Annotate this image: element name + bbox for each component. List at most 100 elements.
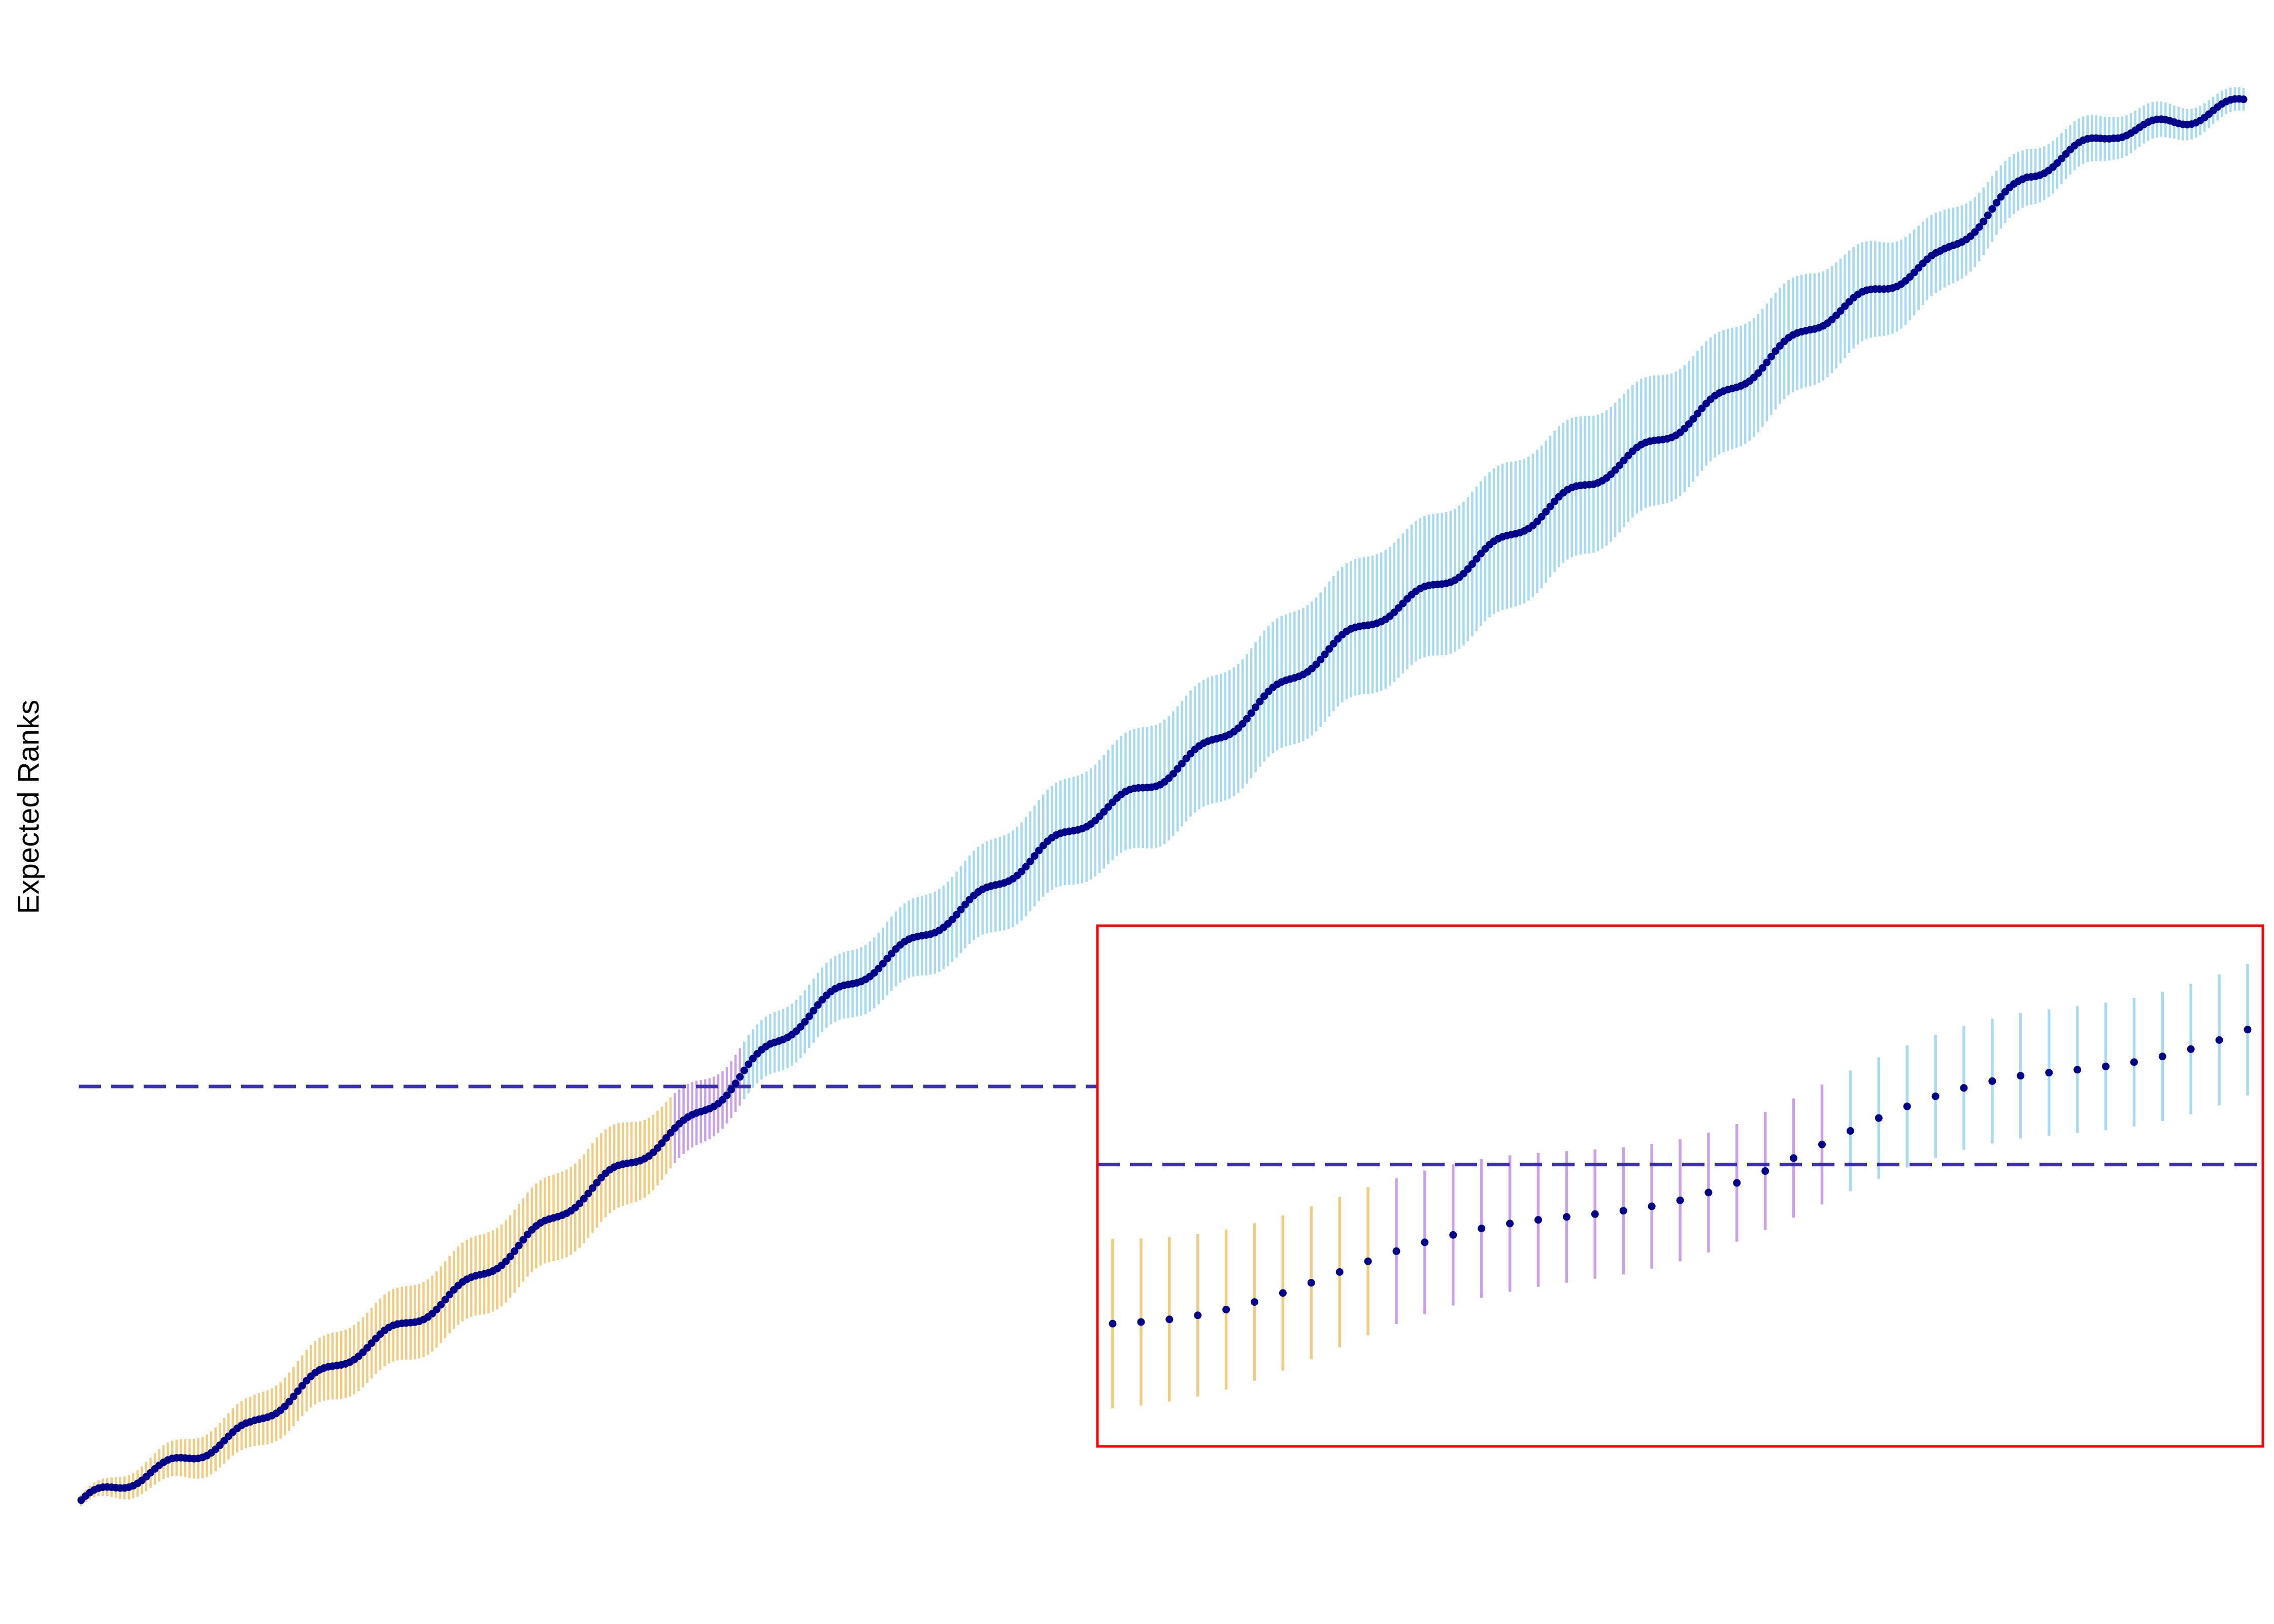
inset-rank-point (1676, 1196, 1684, 1204)
rank-point (1325, 645, 1333, 653)
rank-point (1975, 223, 1983, 231)
rank-point (1698, 404, 1706, 413)
rank-point (1321, 650, 1329, 658)
rank-point (1256, 697, 1264, 705)
rank-point (727, 1086, 735, 1094)
rank-point (1174, 765, 1182, 773)
inset-rank-point (1534, 1216, 1542, 1224)
rank-point (731, 1079, 740, 1088)
inset-rank-point (1931, 1092, 1939, 1100)
zoom-inset (1096, 924, 2264, 1448)
rank-point (1243, 715, 1251, 723)
rank-point (814, 1001, 822, 1009)
inset-rank-point (1790, 1154, 1798, 1162)
rank-point (1473, 555, 1481, 563)
inset-rank-point (1478, 1225, 1486, 1233)
rank-point (1317, 656, 1325, 664)
inset-rank-point (2017, 1072, 2025, 1080)
rank-point (1997, 193, 2005, 201)
rank-point (1693, 410, 1701, 418)
rank-point (511, 1247, 519, 1255)
inset-rank-point (1818, 1140, 1826, 1148)
rank-point (883, 955, 891, 963)
inset-rank-point (2158, 1053, 2166, 1061)
inset-rank-point (1421, 1238, 1429, 1246)
inset-rank-point (1733, 1179, 1741, 1187)
rank-point (796, 1023, 805, 1031)
inset-rank-point (1648, 1202, 1656, 1210)
rank-point (519, 1236, 527, 1244)
rank-point (736, 1073, 744, 1081)
rank-point (749, 1055, 757, 1063)
rank-point (1169, 770, 1177, 778)
rank-point (805, 1012, 813, 1021)
rank-point (1971, 228, 1979, 236)
main-points (77, 95, 2248, 1504)
rank-point (745, 1060, 753, 1068)
rank-point (723, 1091, 731, 1099)
rank-point (1035, 847, 1043, 855)
rank-point (515, 1241, 523, 1249)
rank-point (1178, 760, 1186, 768)
rank-point (1685, 420, 1693, 428)
rank-point (1984, 211, 1992, 219)
rank-point (580, 1195, 588, 1203)
inset-rank-point (2215, 1036, 2223, 1044)
rank-point (879, 960, 887, 968)
rank-point (298, 1382, 306, 1390)
rank-point (1542, 507, 1550, 516)
rank-point (1754, 369, 1762, 377)
inset-rank-point (2244, 1026, 2252, 1034)
rank-point (810, 1006, 818, 1014)
inset-rank-point (1109, 1319, 1117, 1328)
inset-rank-point (1903, 1102, 1911, 1110)
rank-point (1980, 217, 1988, 225)
rank-point (1546, 502, 1554, 511)
inset-rank-point (1335, 1268, 1344, 1276)
rank-point (1689, 415, 1697, 423)
inset-rank-point (2045, 1069, 2053, 1077)
rank-point (653, 1144, 661, 1152)
inset-rank-point (1875, 1114, 1883, 1122)
main-interval-bars (80, 87, 2245, 1506)
inset-rank-point (1392, 1247, 1400, 1255)
rank-point (2239, 95, 2248, 104)
rank-point (1239, 720, 1247, 728)
rank-point (1771, 347, 1780, 355)
inset-rank-point (1562, 1213, 1570, 1221)
rank-point (1763, 358, 1771, 366)
inset-rank-point (1137, 1318, 1145, 1326)
inset-border (1096, 924, 2264, 1448)
rank-point (658, 1139, 666, 1147)
rank-point (437, 1301, 445, 1309)
rank-point (740, 1066, 748, 1074)
inset-rank-point (1251, 1298, 1258, 1306)
rank-point (1022, 863, 1030, 871)
rank-point (662, 1134, 671, 1142)
rank-point (294, 1387, 302, 1395)
rank-point (801, 1018, 809, 1026)
rank-point (1252, 703, 1260, 712)
rank-point (588, 1184, 596, 1192)
inset-rank-point (1307, 1279, 1315, 1287)
rank-point (289, 1393, 297, 1401)
rank-point (952, 910, 960, 919)
rank-point (1026, 857, 1034, 865)
rank-point (441, 1296, 449, 1304)
rank-point (593, 1178, 601, 1187)
inset-rank-point (2130, 1058, 2138, 1066)
inset-points (1109, 1026, 2252, 1328)
rank-point (1464, 565, 1472, 573)
rank-point (1616, 461, 1624, 469)
y-axis-label: Expected Ranks (12, 700, 45, 914)
inset-rank-point (1960, 1084, 1968, 1092)
rank-point (1537, 513, 1546, 521)
inset-rank-point (1165, 1315, 1174, 1324)
rank-point (285, 1398, 293, 1406)
inset-rank-point (1704, 1189, 1713, 1197)
rank-point (875, 965, 883, 973)
inset-rank-point (1846, 1127, 1854, 1135)
rank-point (1468, 560, 1476, 568)
rank-point (1767, 353, 1775, 361)
